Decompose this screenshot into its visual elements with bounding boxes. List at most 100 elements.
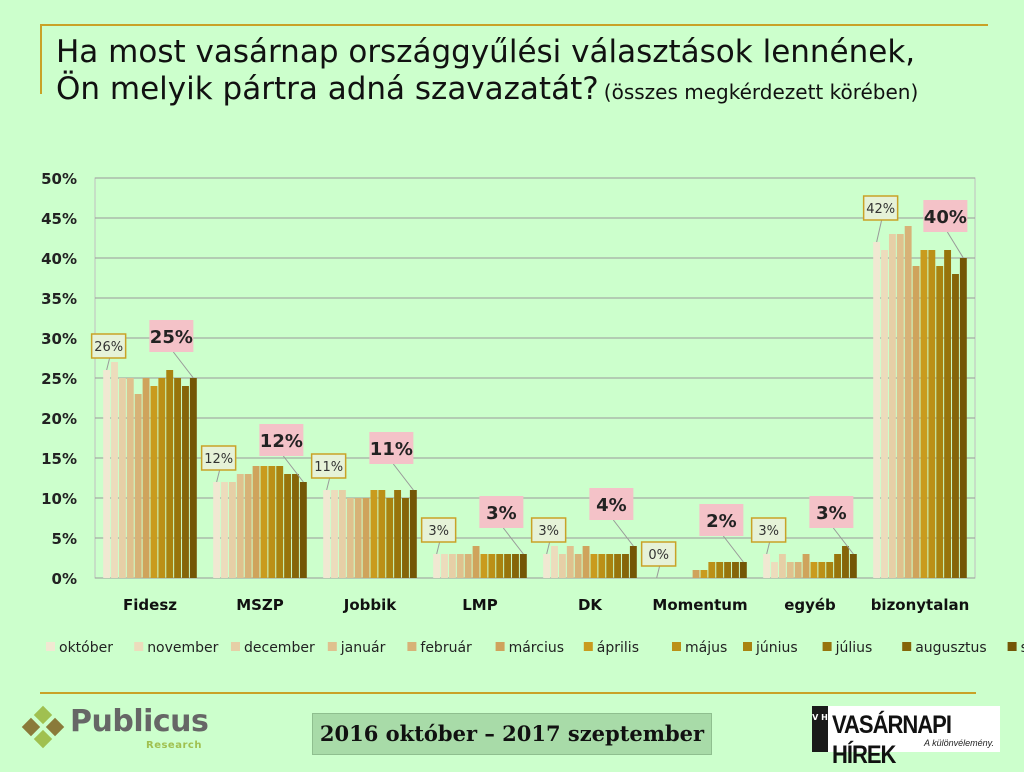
- bar: [873, 242, 881, 578]
- last-label-leader: [282, 455, 304, 483]
- first-value-label: 3%: [428, 524, 449, 539]
- first-value-label: 3%: [758, 524, 779, 539]
- x-category-label: MSZP: [236, 596, 284, 614]
- first-label-leader: [656, 565, 661, 579]
- last-value-label: 12%: [260, 431, 303, 452]
- legend-swatch: [822, 642, 832, 651]
- bar: [881, 250, 888, 578]
- first-label-leader: [766, 541, 771, 555]
- first-label-leader: [546, 541, 551, 555]
- period-label: 2016 október – 2017 szeptember: [312, 713, 712, 755]
- bar: [952, 274, 959, 578]
- bar: [182, 386, 189, 578]
- frame-left-line: [40, 24, 42, 94]
- title-line-2: Ön melyik pártra adná szavazatát?: [56, 71, 599, 108]
- bar: [362, 498, 370, 578]
- bar: [928, 250, 936, 578]
- last-label-leader: [502, 527, 524, 555]
- bar: [276, 466, 284, 578]
- bar: [896, 234, 904, 578]
- bar: [818, 562, 826, 578]
- legend-swatch: [407, 642, 417, 651]
- bar: [582, 546, 590, 578]
- first-label-box: [310, 453, 347, 479]
- legend-label: november: [147, 640, 218, 656]
- first-value-label: 42%: [866, 202, 895, 217]
- last-label-box: [589, 488, 634, 520]
- publicus-logo: Publicus Research: [20, 704, 209, 756]
- last-value-label: 25%: [150, 327, 193, 348]
- last-label-leader: [946, 231, 964, 259]
- bar: [134, 394, 142, 578]
- bar: [551, 546, 558, 578]
- legend-swatch: [46, 642, 55, 651]
- first-label-leader: [326, 477, 331, 491]
- legend-swatch: [672, 642, 681, 651]
- last-label-box: [699, 504, 744, 536]
- bar: [142, 378, 150, 578]
- first-value-label: 26%: [94, 340, 123, 355]
- y-tick-label: 0%: [52, 570, 77, 588]
- bar: [480, 554, 488, 578]
- x-category-label: Jobbik: [343, 596, 398, 614]
- legend-label: július: [835, 640, 873, 656]
- bar: [802, 554, 810, 578]
- first-label-leader: [106, 357, 111, 371]
- bar: [574, 554, 582, 578]
- bar: [370, 490, 378, 578]
- bar: [323, 490, 331, 578]
- last-label-box: [369, 432, 414, 464]
- first-label-box: [90, 333, 127, 359]
- bar: [794, 562, 802, 578]
- y-tick-label: 25%: [41, 370, 77, 388]
- bar: [842, 546, 849, 578]
- bar: [936, 266, 944, 578]
- legend-swatch: [134, 642, 144, 651]
- legend-label: február: [420, 640, 472, 656]
- bar: [739, 562, 747, 578]
- last-label-leader: [612, 519, 634, 547]
- legend-label: augusztus: [915, 640, 987, 656]
- last-label-box: [923, 200, 968, 232]
- bar: [771, 562, 778, 578]
- y-tick-label: 35%: [41, 290, 77, 308]
- bar: [464, 554, 472, 578]
- publicus-sub: Research: [146, 740, 202, 751]
- bar: [614, 554, 622, 578]
- first-value-label: 11%: [314, 460, 343, 475]
- bar: [590, 554, 598, 578]
- first-label-box: [530, 517, 567, 543]
- bar: [598, 554, 606, 578]
- bar: [158, 378, 166, 578]
- bar: [252, 466, 260, 578]
- last-value-label: 3%: [486, 503, 517, 524]
- bar: [716, 562, 724, 578]
- bar: [244, 474, 252, 578]
- bar: [566, 546, 574, 578]
- x-category-label: egyéb: [784, 596, 836, 614]
- first-value-label: 0%: [648, 548, 669, 563]
- legend-swatch: [1007, 642, 1017, 651]
- bar: [504, 554, 512, 578]
- y-tick-label: 45%: [41, 210, 77, 228]
- bar: [763, 554, 771, 578]
- bar: [472, 546, 480, 578]
- y-tick-label: 5%: [52, 530, 77, 548]
- legend-swatch: [495, 642, 505, 651]
- first-label-box: [200, 445, 237, 471]
- first-value-label: 12%: [204, 452, 233, 467]
- vh-box: V H: [812, 706, 828, 752]
- y-tick-label: 30%: [41, 330, 77, 348]
- bar: [786, 562, 794, 578]
- x-category-label: DK: [578, 596, 603, 614]
- last-label-leader: [722, 535, 744, 563]
- bar: [228, 482, 236, 578]
- x-category-label: Fidesz: [123, 596, 177, 614]
- legend-label: április: [597, 640, 639, 656]
- bar: [622, 554, 629, 578]
- bar: [189, 378, 197, 578]
- last-value-label: 4%: [596, 495, 627, 516]
- first-label-leader: [436, 541, 441, 555]
- bar: [944, 250, 952, 578]
- bar: [519, 554, 527, 578]
